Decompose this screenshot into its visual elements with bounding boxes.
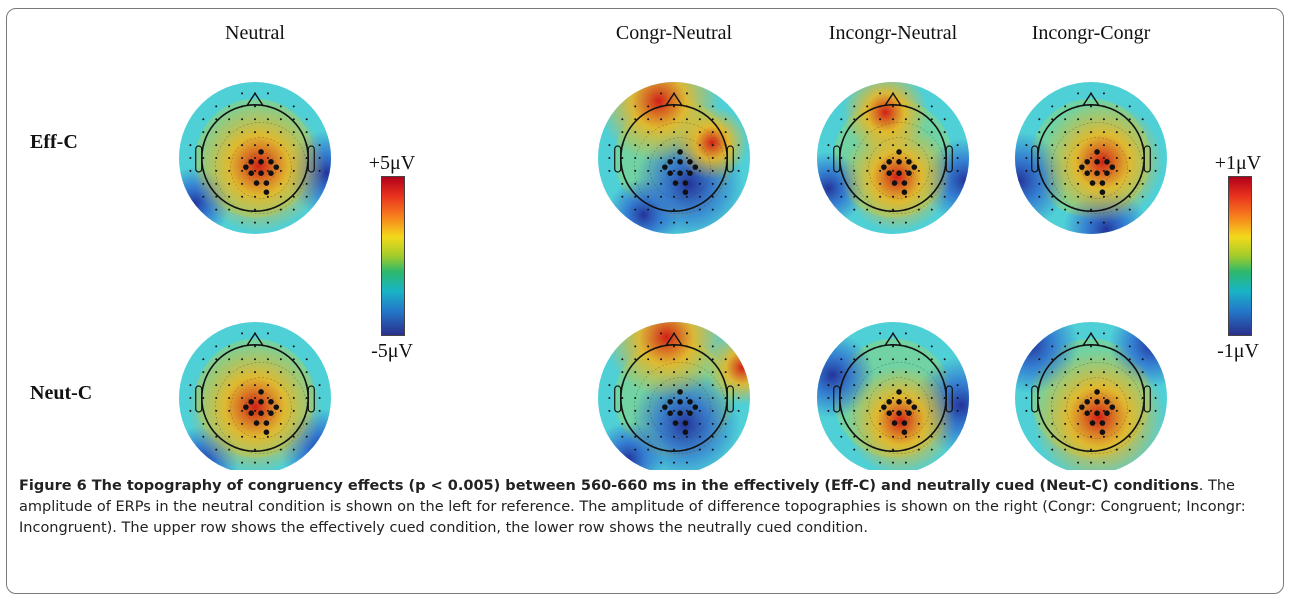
topomap-neutral-neut (179, 322, 331, 470)
figure-caption: Figure 6 The topography of congruency ef… (19, 476, 1273, 539)
column-label-congr-neutral: Congr-Neutral (615, 22, 733, 44)
row-label-neut-c: Neut-C (30, 382, 93, 404)
right-colorbar (1228, 176, 1252, 336)
topomap-incongr-congr-eff (1015, 82, 1167, 234)
left-colorbar (381, 176, 405, 336)
topomap-incongr-neutral-neut (817, 322, 969, 470)
topomap-incongr-neutral-eff (817, 82, 969, 234)
right-scale-min-label: -1μV (1217, 340, 1259, 362)
right-scale-max-label: +1μV (1214, 152, 1262, 174)
topomap-neutral-eff (179, 82, 331, 234)
column-label-incongr-neutral: Incongr-Neutral (828, 22, 958, 44)
figure-frame (6, 8, 1284, 594)
topomap-incongr-congr-neut (1015, 322, 1167, 470)
caption-title: Figure 6 The topography of congruency ef… (19, 478, 1199, 494)
left-scale-max-label: +5μV (368, 152, 416, 174)
topomap-congr-neutral-eff (598, 82, 750, 234)
left-scale-min-label: -5μV (371, 340, 413, 362)
caption-body: . The amplitude of ERPs in the neutral c… (19, 478, 1246, 536)
row-label-eff-c: Eff-C (30, 131, 78, 153)
column-label-incongr-congr: Incongr-Congr (1031, 22, 1151, 44)
topography-maps (179, 82, 1167, 470)
topomap-congr-neutral-neut (598, 322, 750, 470)
column-label-neutral: Neutral (225, 22, 285, 44)
